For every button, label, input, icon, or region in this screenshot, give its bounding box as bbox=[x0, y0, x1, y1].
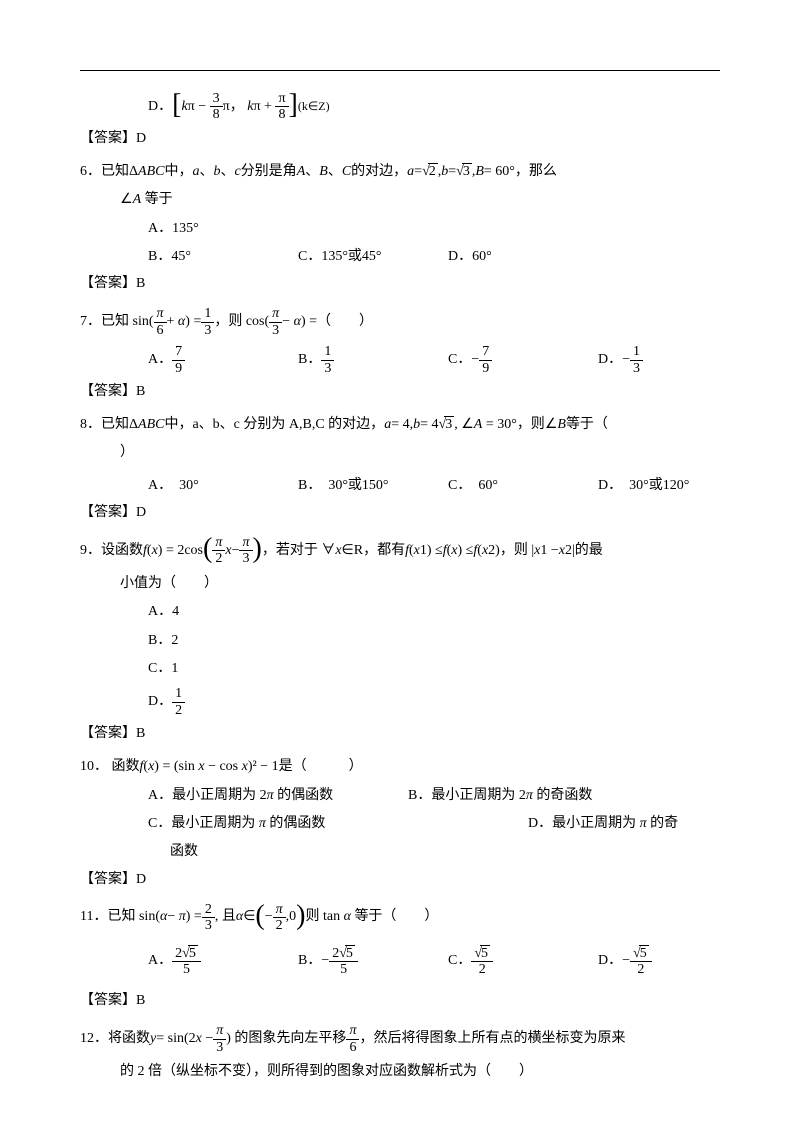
q9-stem: 9． 设函数 f(x) = 2cos ( π2 x − π3 ) ，若对于 ∀ … bbox=[80, 535, 720, 567]
minus1: − bbox=[195, 96, 210, 118]
q11-num: 11． bbox=[80, 906, 107, 928]
plus1: + bbox=[261, 96, 276, 118]
q8-optB: B． 30°或150° bbox=[298, 475, 448, 497]
q11-optD: D．− √52 bbox=[598, 946, 652, 978]
q8-stem: 8． 已知Δ ABC 中，a、b、c 分别为 A,B,C 的对边， a = 4,… bbox=[80, 414, 720, 436]
q9-num: 9． bbox=[80, 540, 101, 562]
q8-num: 8． bbox=[80, 414, 101, 436]
q10-answer: 【答案】D bbox=[80, 868, 720, 888]
frac-3-8: 38 bbox=[210, 91, 223, 123]
q9-answer: 【答案】B bbox=[80, 722, 720, 742]
prev-answer: 【答案】D bbox=[80, 127, 720, 147]
pi2: π bbox=[223, 96, 230, 118]
q11-answer: 【答案】B bbox=[80, 989, 720, 1009]
q8-optD: D． 30°或120° bbox=[598, 475, 689, 497]
q8-close: ） bbox=[120, 442, 720, 464]
q6-optD: D．60° bbox=[448, 246, 492, 268]
q11-optC: C． √52 bbox=[448, 946, 598, 978]
q7-optC: C．− 79 bbox=[448, 344, 598, 376]
q10-optD2: 函数 bbox=[170, 841, 720, 863]
q7-num: 7． bbox=[80, 311, 101, 333]
q10-stem: 10． 函数 f(x) = (sin x − cos x)² − 1 是（ ） bbox=[80, 756, 720, 778]
q6-optB: B．45° bbox=[148, 246, 298, 268]
q8-answer: 【答案】D bbox=[80, 501, 720, 521]
top-rule bbox=[80, 70, 720, 71]
q6-opts-row: B．45° C．135°或45° D．60° bbox=[148, 246, 720, 268]
q8-optC: C． 60° bbox=[448, 475, 598, 497]
q11-optB: B．− 2√55 bbox=[298, 946, 448, 978]
q12-num: 12． bbox=[80, 1028, 108, 1050]
q10-optC: C．最小正周期为 π 的偶函数 bbox=[148, 813, 528, 835]
q10-optB: B．最小正周期为 2π 的奇函数 bbox=[408, 785, 592, 807]
q12-stem: 12． 将函数 y = sin(2x − π3 ) 的图象先向左平移 π6 ，然… bbox=[80, 1023, 720, 1055]
pi3: π bbox=[253, 96, 260, 118]
q6-optC: C．135°或45° bbox=[298, 246, 448, 268]
q10-optD: D．最小正周期为 π 的奇 bbox=[528, 813, 678, 835]
prev-option-d: D． [ kπ − 38 π ， kπ + π8 ] (k∈Z) bbox=[148, 91, 720, 123]
q7-optA: A． 79 bbox=[148, 344, 298, 376]
frac-pi-8: π8 bbox=[275, 91, 288, 123]
q6-line2: ∠A 等于 bbox=[120, 189, 720, 211]
q6-abc: ABC bbox=[138, 161, 164, 183]
q6-optA: A．135° bbox=[148, 218, 720, 240]
q6-num: 6． bbox=[80, 161, 101, 183]
q9-optC: C．1 bbox=[148, 658, 720, 680]
q9-optD: D． 12 bbox=[148, 686, 720, 718]
q10-num: 10． bbox=[80, 756, 108, 778]
q6-a: 已知Δ bbox=[101, 161, 138, 183]
q8-optA: A． 30° bbox=[148, 475, 298, 497]
q12-stem2: 的 2 倍（纵坐标不变），则所得到的图象对应函数解析式为（ ） bbox=[120, 1061, 720, 1083]
pi1: π bbox=[188, 96, 195, 118]
q9-stem2: 小值为（ ） bbox=[120, 573, 720, 595]
q7-stem: 7． 已知 sin( π6 + α) = 13 ，则 cos( π3 − α) … bbox=[80, 306, 720, 338]
q9-optA: A．4 bbox=[148, 601, 720, 623]
q7-optD: D．− 13 bbox=[598, 344, 643, 376]
q10-row1: A．最小正周期为 2π 的偶函数 B．最小正周期为 2π 的奇函数 bbox=[148, 785, 720, 807]
comma: ， bbox=[230, 96, 244, 118]
q7-answer: 【答案】B bbox=[80, 380, 720, 400]
prev-d-label: D． bbox=[148, 96, 172, 118]
q11-opts: A． 2√55 B．− 2√55 C． √52 D．− √52 bbox=[148, 946, 720, 978]
q10-optA: A．最小正周期为 2π 的偶函数 bbox=[148, 785, 408, 807]
q7-optB: B． 13 bbox=[298, 344, 448, 376]
q8-opts: A． 30° B． 30°或150° C． 60° D． 30°或120° bbox=[148, 475, 720, 497]
q10-row2: C．最小正周期为 π 的偶函数 D．最小正周期为 π 的奇 bbox=[148, 813, 720, 835]
q11-optA: A． 2√55 bbox=[148, 946, 298, 978]
q9-optB: B．2 bbox=[148, 630, 720, 652]
q6-answer: 【答案】B bbox=[80, 272, 720, 292]
q6-stem: 6． 已知Δ ABC 中， a、 b、 c 分别是角 A、 B、 C 的对边， … bbox=[80, 161, 720, 183]
q6-b: 中， bbox=[164, 161, 192, 183]
q7-opts: A． 79 B． 13 C．− 79 D．− 13 bbox=[148, 344, 720, 376]
q11-stem: 11． 已知 sin( α − π ) = 23 , 且 α ∈ ( − π2 … bbox=[80, 902, 720, 934]
k-in-z: (k∈Z) bbox=[298, 97, 330, 116]
